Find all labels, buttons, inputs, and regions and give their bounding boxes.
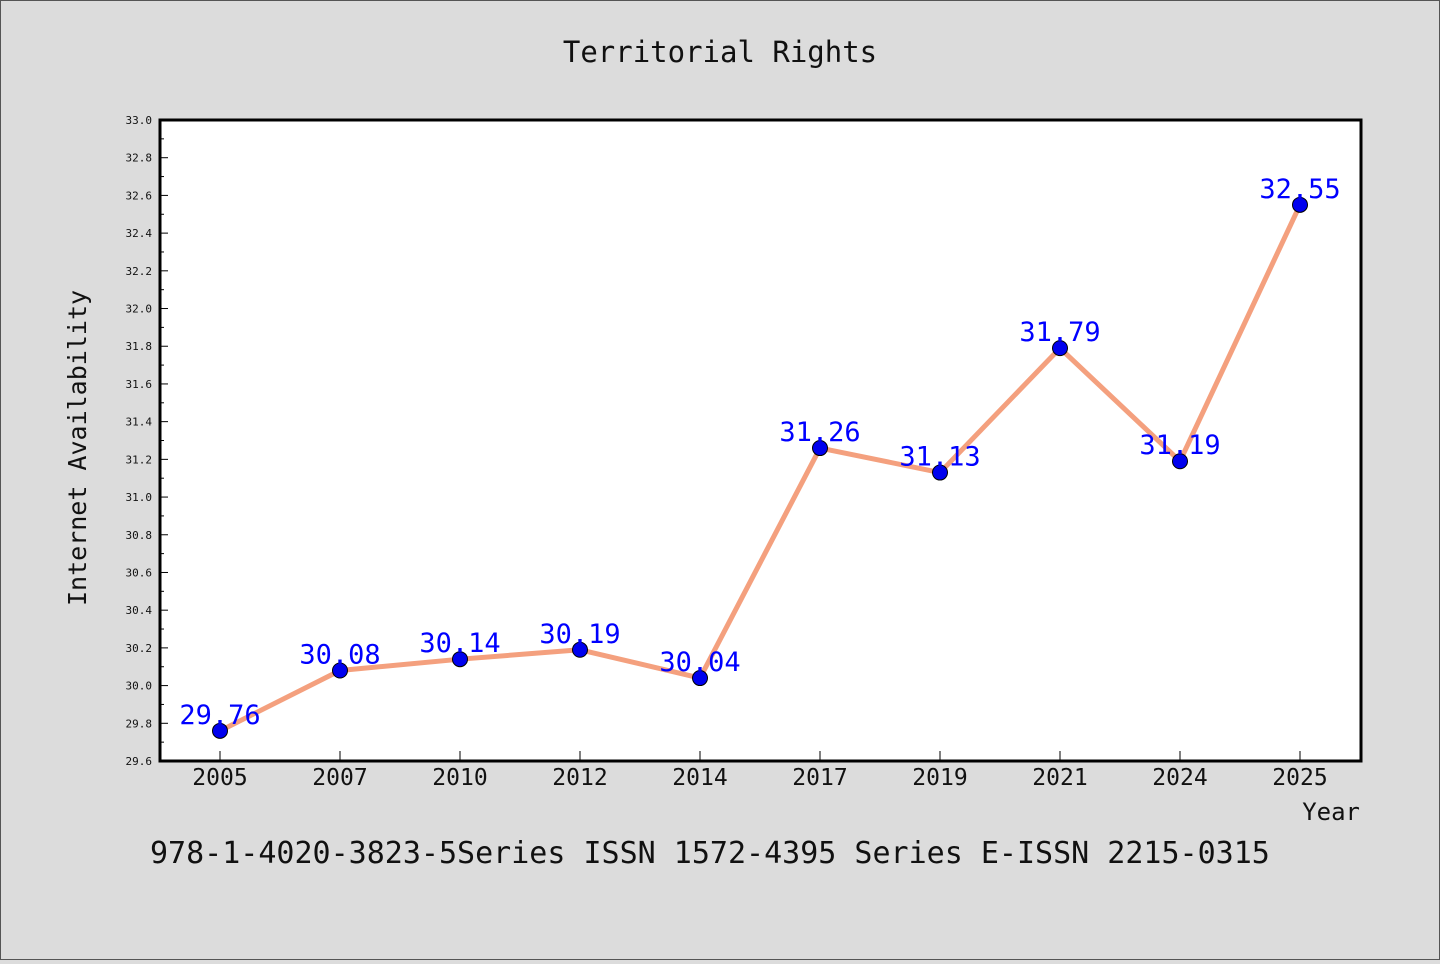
data-point: [692, 670, 708, 687]
data-label: 30.14: [419, 628, 500, 659]
y-tick-label: 32.8: [126, 152, 153, 165]
data-point: [572, 641, 588, 658]
y-tick-label: 30.6: [126, 566, 153, 579]
y-axis: 29.6 29.8 30.0 30.2 30.4 30.6 30.8 31.0 31.2 31.4…: [126, 114, 168, 768]
x-axis-label: Year: [1302, 798, 1360, 826]
series-line-group: 29.76 30.08 30.14 30.19 30.04 31.26 31.13 31.79…: [179, 174, 1341, 739]
y-tick-label: 29.8: [126, 717, 153, 730]
y-tick-label: 32.0: [126, 303, 153, 316]
x-tick-label: 2005: [192, 765, 247, 791]
data-label: 30.08: [299, 640, 380, 671]
x-axis: 2005 2007 2010 2012 2014 2017 2019 2021 2024 2025: [192, 751, 1328, 791]
y-tick-label: 30.2: [126, 642, 153, 655]
y-tick-label: 32.2: [126, 265, 153, 278]
data-label: 31.26: [779, 417, 860, 448]
x-tick-label: 2024: [1152, 765, 1207, 791]
data-label: 29.76: [179, 700, 260, 731]
x-tick-label: 2012: [552, 765, 607, 791]
x-tick-label: 2025: [1272, 765, 1327, 791]
y-tick-label: 31.6: [126, 378, 153, 391]
y-tick-label: 31.4: [126, 416, 153, 429]
y-tick-label: 30.8: [126, 529, 153, 542]
data-point: [1052, 340, 1068, 357]
x-tick-label: 2017: [792, 765, 847, 791]
data-point: [332, 662, 348, 679]
data-label: 31.19: [1139, 430, 1220, 461]
data-label: 30.04: [659, 647, 740, 678]
data-point: [1172, 453, 1188, 470]
x-tick-label: 2007: [312, 765, 367, 791]
y-tick-label: 31.8: [126, 340, 153, 353]
data-point: [812, 440, 828, 457]
y-tick-label: 31.2: [126, 453, 153, 466]
data-point: [932, 464, 948, 481]
data-label: 31.79: [1019, 317, 1100, 348]
data-point: [1292, 196, 1308, 213]
footer-text: 978-1-4020-3823-5Series ISSN 1572-4395 S…: [150, 836, 1270, 871]
y-axis-label: Internet Availability: [63, 290, 92, 606]
data-label: 32.55: [1259, 174, 1340, 205]
y-tick-label: 30.0: [126, 680, 153, 693]
y-tick-label: 29.6: [126, 755, 153, 768]
y-tick-label: 30.4: [126, 604, 153, 617]
chart-title: Territorial Rights: [563, 35, 877, 69]
data-point: [212, 722, 228, 739]
y-tick-label: 31.0: [126, 491, 153, 504]
x-tick-label: 2021: [1032, 765, 1087, 791]
y-tick-label: 33.0: [126, 114, 153, 127]
y-tick-label: 32.6: [126, 189, 153, 202]
x-tick-label: 2010: [432, 765, 487, 791]
y-tick-label: 32.4: [126, 227, 153, 240]
x-tick-label: 2014: [672, 765, 727, 791]
x-tick-label: 2019: [912, 765, 967, 791]
data-point: [452, 651, 468, 668]
plot-frame: [158, 118, 1363, 763]
data-label: 31.13: [899, 442, 980, 473]
data-label: 30.19: [539, 619, 620, 650]
series-line: [217, 202, 1303, 734]
